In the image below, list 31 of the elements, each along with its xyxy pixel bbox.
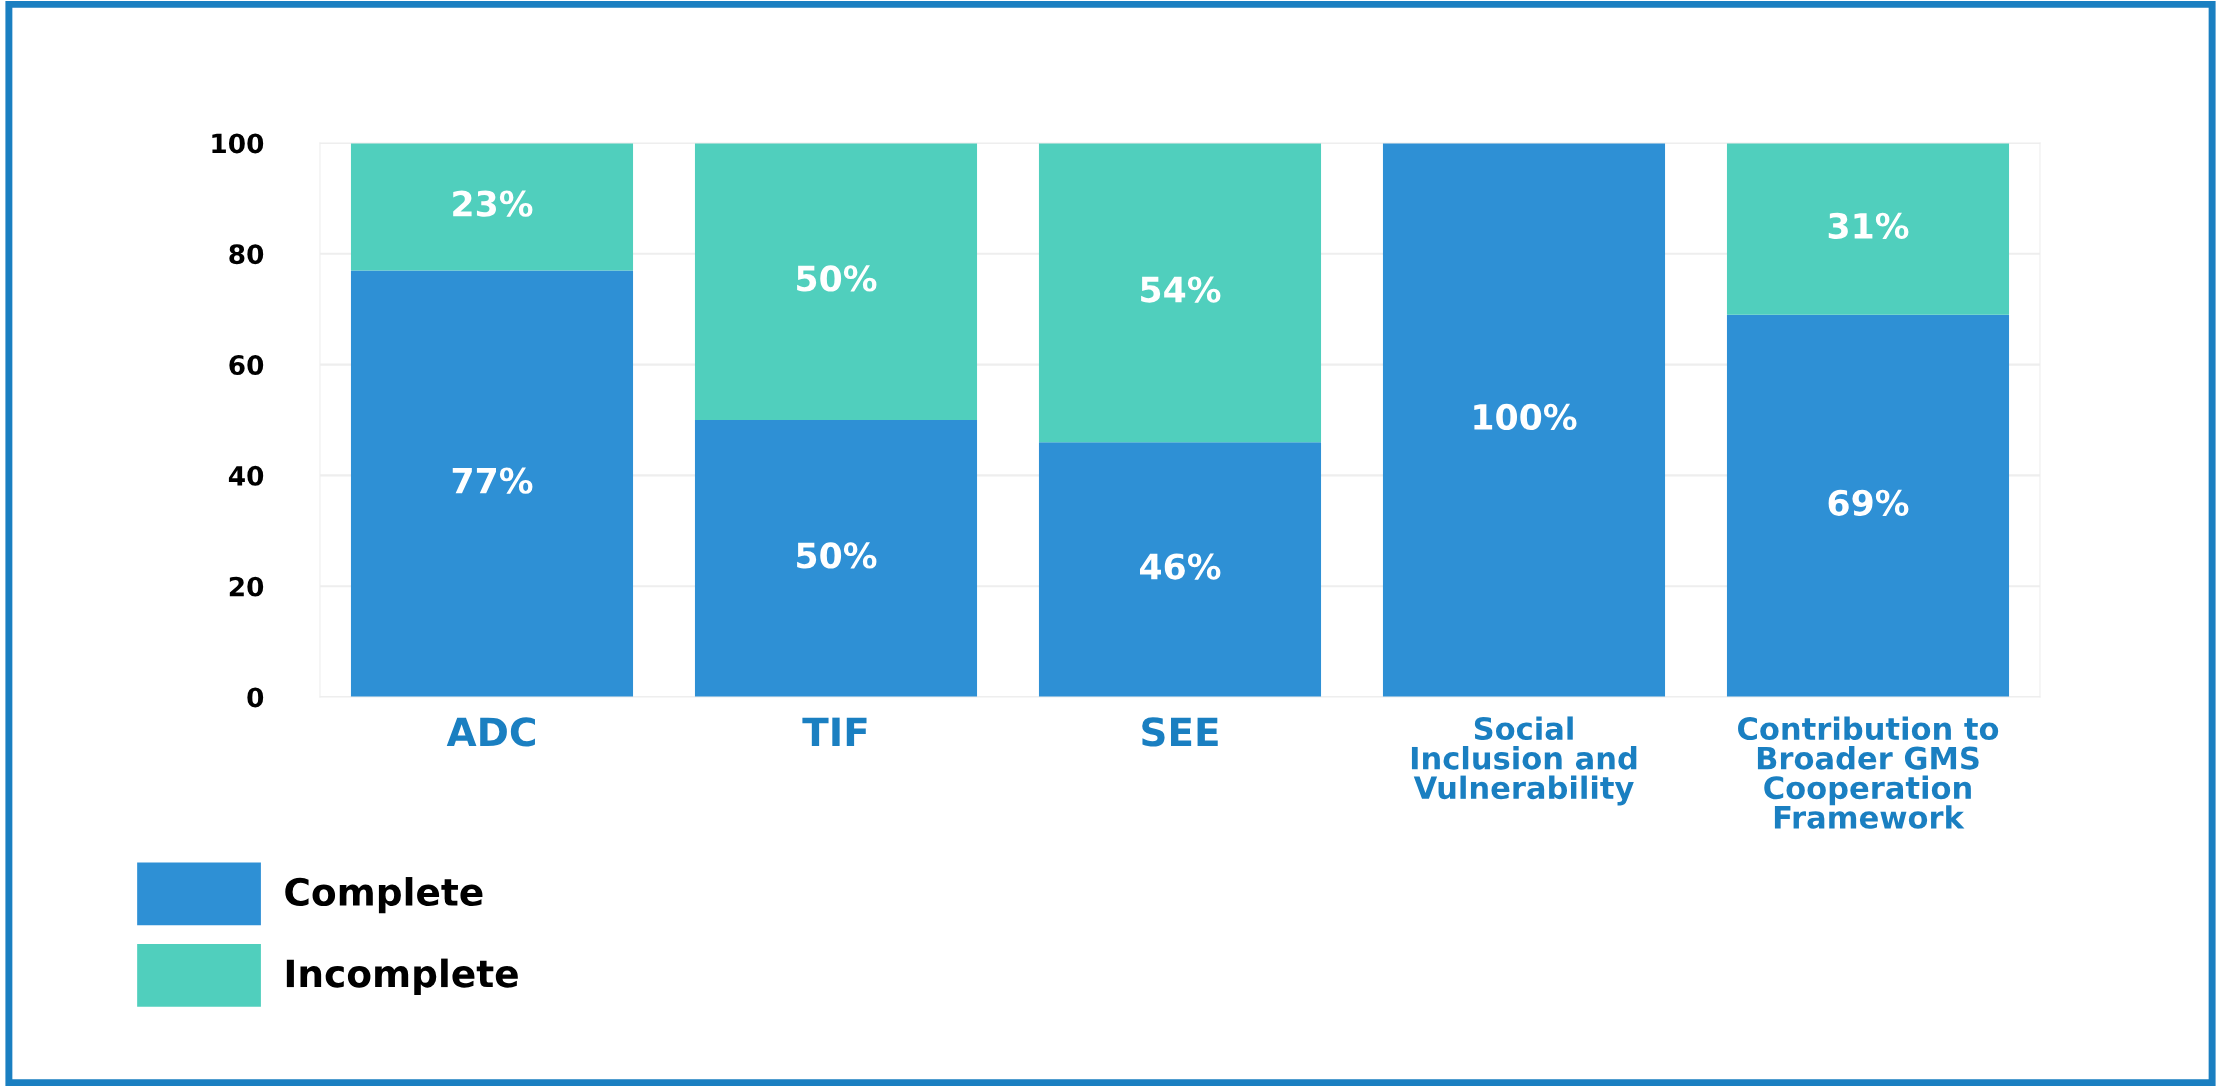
bar [350,270,634,697]
y-tick-label: 0 [247,687,264,708]
data-label: 50% [797,265,877,292]
x-tick-label: ADC [446,717,535,747]
x-tick-label: Social Inclusion and Vulnerability [1411,716,1637,806]
legend-label: Incomplete [286,958,518,995]
data-label: 54% [1141,276,1221,303]
bar [694,143,978,420]
data-label: 23% [453,190,533,217]
y-tick-label: 20 [229,576,264,597]
legend-label: Complete [285,877,483,914]
data-label: 69% [1828,489,1909,516]
data-label: 77% [452,467,533,494]
x-tick-label: TIF [802,717,867,746]
data-label: 100% [1474,403,1577,431]
x-tick-label: Contribution to Broader GMS Cooperation Framework [1738,716,1999,829]
bar [1382,143,1666,697]
data-label: 31% [1828,212,1909,239]
bar [694,420,978,697]
data-label: 46% [1140,553,1221,580]
y-tick-label: 40 [228,465,264,486]
bar [1726,143,2010,315]
bar [350,143,634,271]
y-tick-label: 60 [229,355,264,375]
data-label: 50% [797,542,877,569]
bar [1038,442,1322,697]
y-tick-label: 100 [212,133,264,154]
y-tick-label: 80 [229,244,264,265]
bar [1038,143,1322,443]
x-tick-label: SEE [1142,717,1218,747]
bar [1726,314,2010,697]
